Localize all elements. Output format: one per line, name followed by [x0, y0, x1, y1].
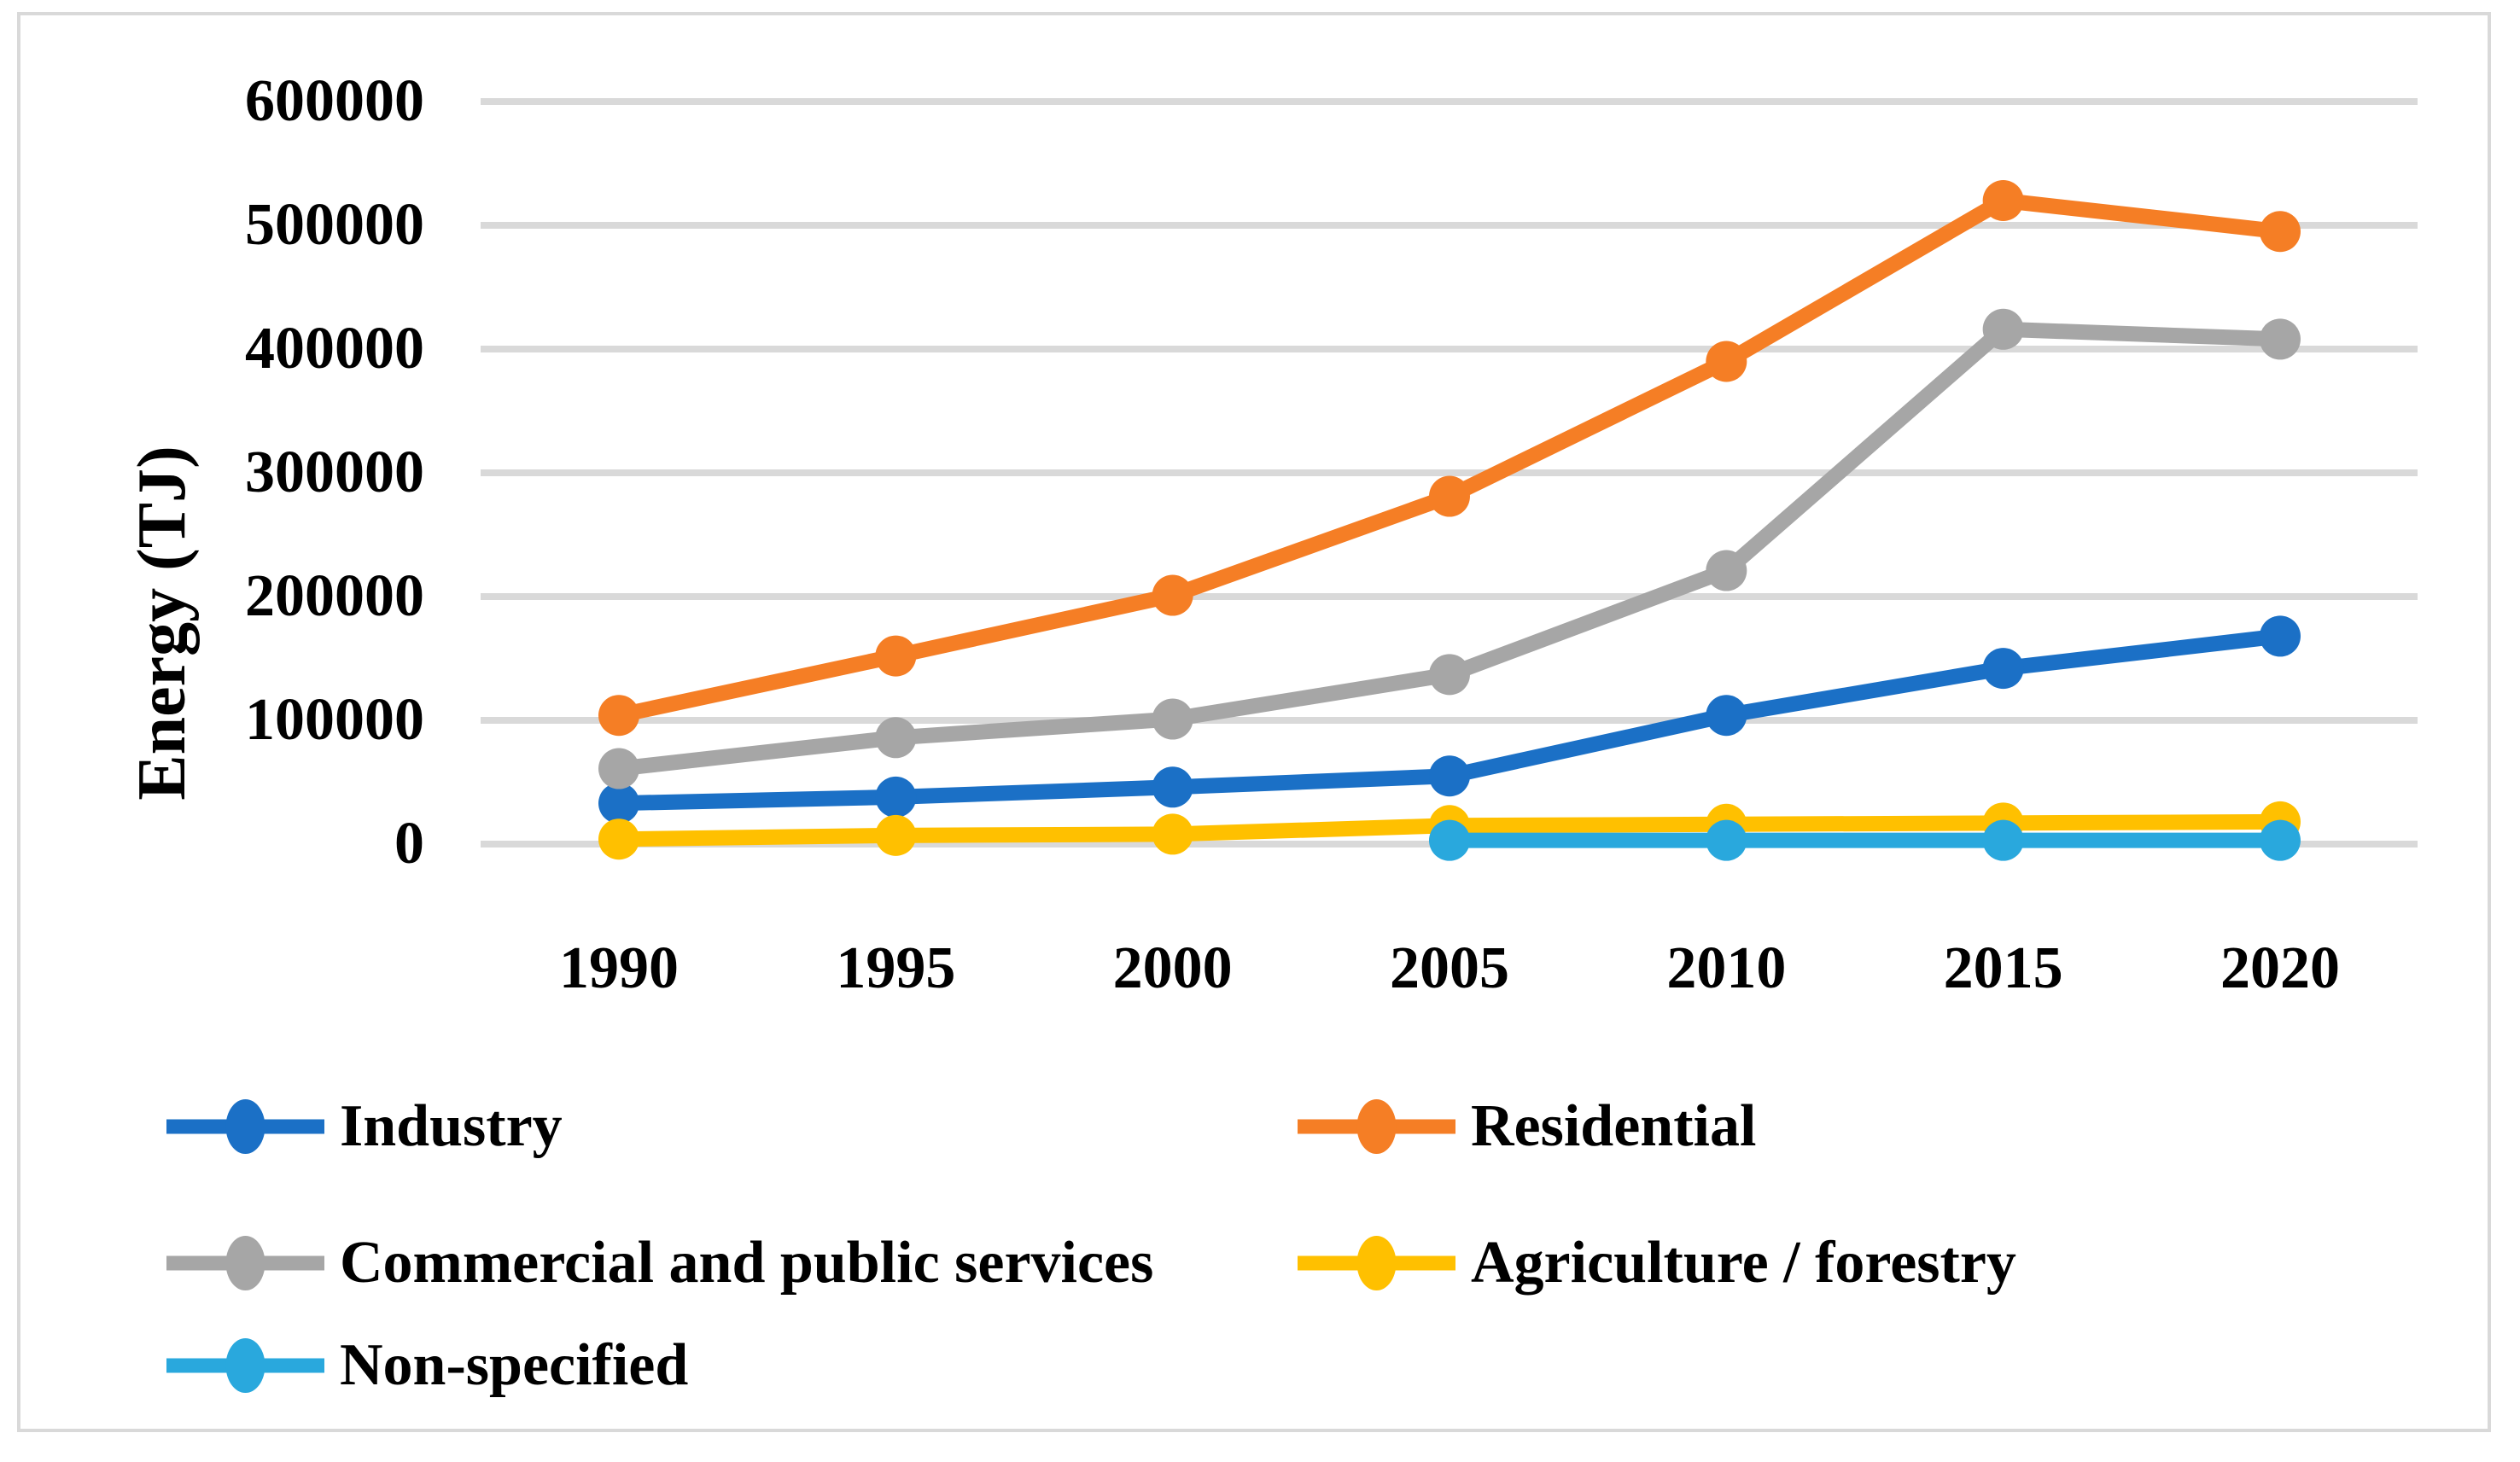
data-point [1152, 574, 1193, 616]
data-point [598, 748, 639, 789]
legend-item-commercial-and-public-services: Commercial and public services [166, 1220, 1153, 1306]
x-tick-label: 2015 [1943, 935, 2063, 1001]
legend-marker-icon [166, 1338, 324, 1393]
legend-label: Commercial and public services [340, 1230, 1154, 1296]
data-point [875, 814, 917, 856]
x-tick-label: 2000 [1112, 935, 1233, 1001]
x-tick-label: 2005 [1389, 935, 1509, 1001]
data-point [1982, 180, 2024, 221]
legend-item-agriculture-forestry: Agriculture / forestry [1298, 1220, 2016, 1306]
data-point [1152, 813, 1193, 855]
series-line-1 [611, 193, 2288, 724]
data-point [1982, 648, 2024, 690]
data-point [1706, 550, 1747, 591]
data-point [598, 695, 639, 737]
data-point [1428, 654, 1470, 696]
x-tick-label: 1990 [559, 935, 679, 1001]
legend-label: Agriculture / forestry [1471, 1230, 2016, 1296]
y-tick-label: 200000 [245, 563, 424, 629]
legend-label: Residential [1471, 1093, 1757, 1159]
data-point [2259, 615, 2301, 657]
x-tick-label: 2010 [1666, 935, 1787, 1001]
data-point [1706, 695, 1747, 737]
data-point [1706, 341, 1747, 382]
data-point [875, 717, 917, 759]
x-tick-label: 1995 [836, 935, 956, 1001]
data-point [1706, 819, 1747, 861]
legend-marker-icon [1298, 1236, 1455, 1290]
legend-label: Industry [340, 1093, 563, 1159]
legend-item-industry: Industry [166, 1084, 563, 1169]
data-point [1428, 475, 1470, 517]
y-tick-label: 100000 [245, 687, 424, 753]
legend-marker-icon [166, 1236, 324, 1290]
legend-marker-icon [1298, 1099, 1455, 1154]
y-tick-label: 0 [394, 811, 424, 877]
legend-label: Non-specified [340, 1332, 689, 1398]
data-point [2259, 318, 2301, 360]
y-axis-title: Energy (TJ) [125, 446, 200, 801]
x-tick-label: 2020 [2220, 935, 2340, 1001]
data-point [2259, 819, 2301, 861]
y-tick-label: 400000 [245, 316, 424, 382]
data-point [2259, 211, 2301, 253]
legend-marker-icon [166, 1099, 324, 1154]
data-point [1428, 755, 1470, 797]
data-point [875, 776, 917, 818]
data-point [1982, 819, 2024, 861]
y-tick-label: 500000 [245, 192, 424, 258]
series-line-2 [611, 321, 2288, 777]
data-point [1152, 766, 1193, 808]
data-point [598, 818, 639, 860]
legend-item-non-specified: Non-specified [166, 1323, 688, 1408]
data-point [598, 783, 639, 824]
y-tick-label: 600000 [245, 68, 424, 134]
data-point [1982, 308, 2024, 350]
y-tick-label: 300000 [245, 440, 424, 505]
data-point [875, 635, 917, 677]
legend-item-residential: Residential [1298, 1084, 1756, 1169]
data-point [1428, 819, 1470, 861]
data-point [1152, 698, 1193, 740]
